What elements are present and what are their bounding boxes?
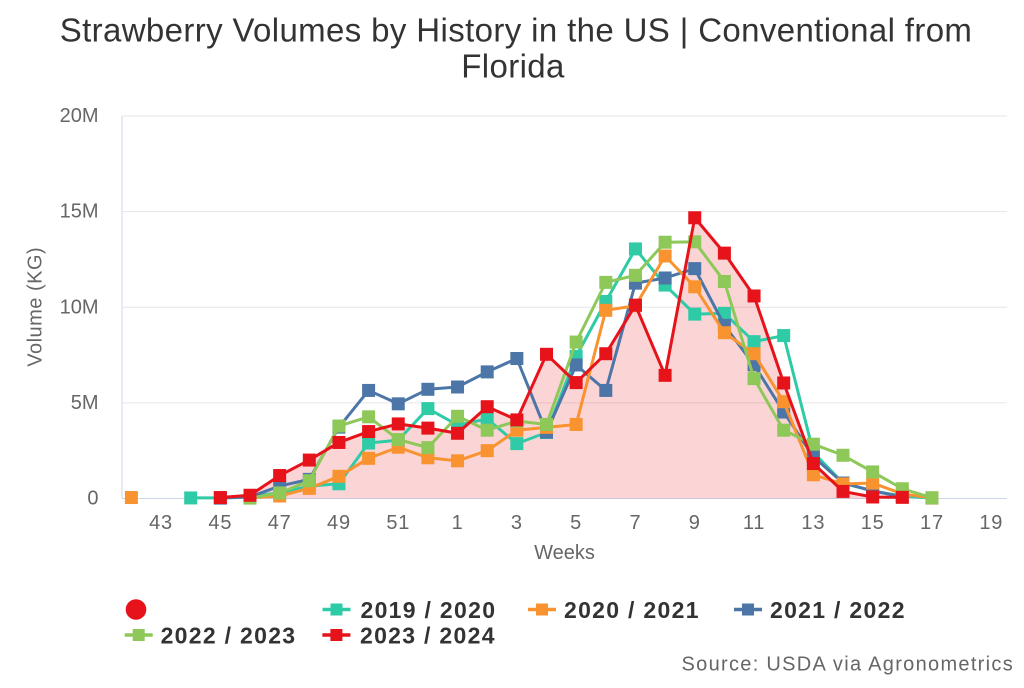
svg-text:5: 5 xyxy=(570,512,582,534)
svg-text:45: 45 xyxy=(208,512,232,534)
svg-text:3: 3 xyxy=(511,512,523,534)
svg-text:15: 15 xyxy=(861,512,885,534)
svg-text:9: 9 xyxy=(689,512,701,534)
svg-text:Strawberry Volumes by History: Strawberry Volumes by History in the US … xyxy=(60,12,973,49)
svg-text:51: 51 xyxy=(386,512,410,534)
svg-text:Volume (KG): Volume (KG) xyxy=(24,247,46,367)
svg-text:20M: 20M xyxy=(60,105,99,127)
svg-text:7: 7 xyxy=(629,512,641,534)
svg-text:19: 19 xyxy=(979,512,1003,534)
svg-text:15M: 15M xyxy=(60,201,99,223)
svg-text:2023 / 2024: 2023 / 2024 xyxy=(360,623,496,649)
svg-text:1: 1 xyxy=(452,512,464,534)
svg-text:47: 47 xyxy=(268,512,292,534)
svg-text:2020 / 2021: 2020 / 2021 xyxy=(564,597,700,623)
svg-text:2021 / 2022: 2021 / 2022 xyxy=(770,597,906,623)
svg-text:Florida: Florida xyxy=(461,48,565,85)
svg-text:17: 17 xyxy=(920,512,944,534)
svg-text:Weeks: Weeks xyxy=(534,542,595,564)
svg-text:0: 0 xyxy=(87,488,98,510)
svg-text:13: 13 xyxy=(801,512,825,534)
svg-text:11: 11 xyxy=(743,512,765,534)
svg-text:2022 / 2023: 2022 / 2023 xyxy=(161,623,297,649)
svg-text:Source: USDA via Agronometrics: Source: USDA via Agronometrics xyxy=(682,654,1014,676)
svg-text:43: 43 xyxy=(149,512,173,534)
svg-text:49: 49 xyxy=(327,512,351,534)
svg-text:2019 / 2020: 2019 / 2020 xyxy=(361,597,497,623)
svg-text:10M: 10M xyxy=(60,296,99,318)
svg-text:5M: 5M xyxy=(71,392,99,414)
